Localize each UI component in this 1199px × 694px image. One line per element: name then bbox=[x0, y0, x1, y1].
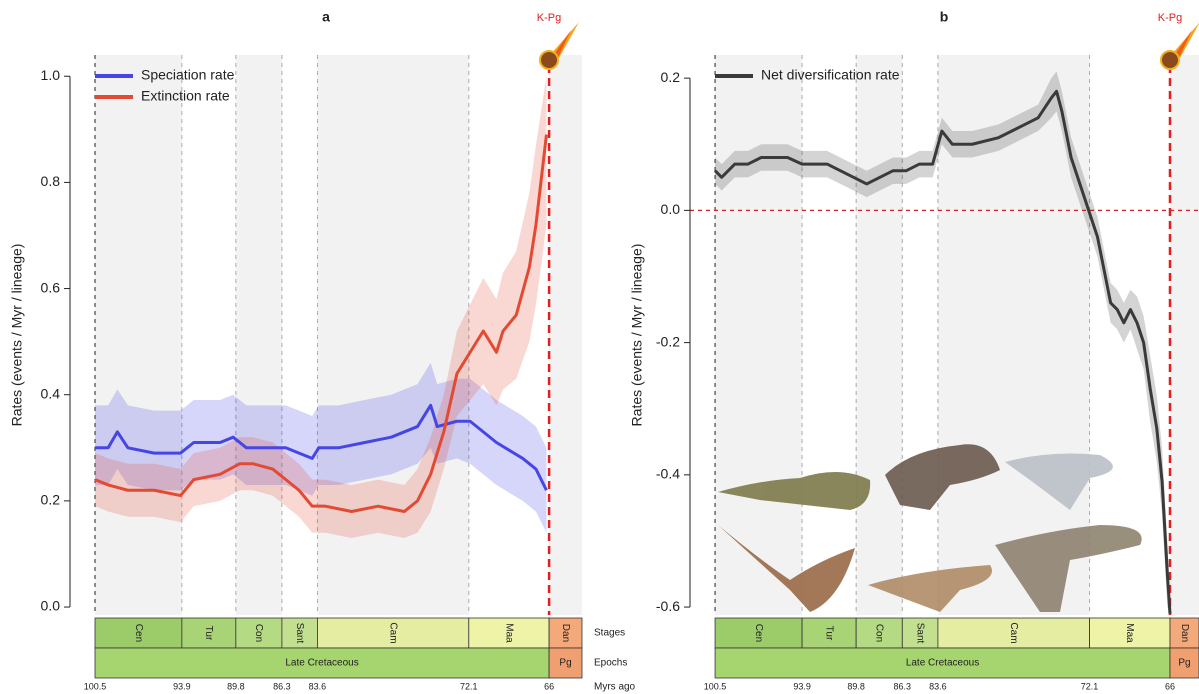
background-layer bbox=[94, 52, 1199, 615]
row-label: Epochs bbox=[594, 658, 627, 669]
stage-label: Dan bbox=[1179, 624, 1190, 642]
time-tick-label: 72.1 bbox=[1081, 681, 1099, 691]
legend-label: Net diversification rate bbox=[761, 67, 900, 83]
stage-label: Cam bbox=[387, 622, 398, 643]
epoch-label: Late Cretaceous bbox=[906, 658, 979, 669]
stage-box bbox=[801, 617, 857, 649]
stage-box bbox=[468, 617, 550, 649]
stage-label: Tur bbox=[823, 626, 834, 641]
stage-label: Cen bbox=[753, 624, 764, 642]
time-tick-label: 83.6 bbox=[929, 681, 947, 691]
stage-box bbox=[901, 617, 939, 649]
stage-box bbox=[855, 617, 903, 649]
time-tick-label: 93.9 bbox=[173, 681, 191, 691]
stage-label: Cam bbox=[1008, 622, 1019, 643]
y-tick-label: 0.4 bbox=[41, 385, 61, 401]
panel-title: a bbox=[322, 9, 330, 25]
epoch-box bbox=[548, 647, 583, 679]
y-tick-label: 0.0 bbox=[661, 201, 681, 217]
stage-band bbox=[715, 55, 803, 615]
epoch-box bbox=[94, 647, 550, 679]
row-label: Myrs ago bbox=[594, 682, 636, 693]
stage-box bbox=[281, 617, 318, 649]
y-tick-label: 0.0 bbox=[41, 598, 61, 614]
stage-box bbox=[181, 617, 237, 649]
legend-label: Extinction rate bbox=[141, 88, 230, 104]
series-line bbox=[94, 134, 548, 513]
panel-title: b bbox=[940, 9, 949, 25]
time-tick-label: 89.8 bbox=[227, 681, 245, 691]
stage-band bbox=[317, 55, 469, 615]
stage-box bbox=[1089, 617, 1171, 649]
series-line bbox=[95, 403, 548, 491]
epoch-box bbox=[714, 647, 1171, 679]
stage-box bbox=[548, 617, 583, 649]
y-tick-label: 0.2 bbox=[41, 492, 61, 508]
stage-box bbox=[1169, 617, 1199, 649]
stage-label: Dan bbox=[560, 624, 571, 642]
y-tick-label: 0.6 bbox=[41, 279, 61, 295]
time-tick-label: 100.5 bbox=[84, 681, 107, 691]
time-tick-label: 72.1 bbox=[460, 681, 478, 691]
confidence-band bbox=[95, 76, 547, 539]
kpg-annotation: K-Pg bbox=[1158, 12, 1182, 24]
time-tick-label: 86.3 bbox=[273, 681, 291, 691]
stage-box bbox=[235, 617, 283, 649]
stage-label: Tur bbox=[203, 626, 214, 641]
time-tick-label: 83.6 bbox=[309, 681, 327, 691]
time-tick-label: 86.3 bbox=[894, 681, 912, 691]
stage-box bbox=[714, 617, 803, 649]
y-tick-label: 1.0 bbox=[41, 67, 61, 83]
stage-box bbox=[937, 617, 1090, 649]
epoch-label: Late Cretaceous bbox=[285, 658, 358, 669]
time-tick-label: 66 bbox=[544, 681, 554, 691]
series-line bbox=[713, 89, 1172, 614]
stage-label: Sant bbox=[294, 623, 305, 644]
time-tick-label: 89.8 bbox=[847, 681, 865, 691]
main-layer: 0.0 0.2 0.4 0.6 0.8 1.0 Rates (events / Myr / … bbox=[9, 67, 1199, 693]
stage-band bbox=[235, 55, 282, 615]
time-tick-label: 66 bbox=[1165, 681, 1175, 691]
meteor-icon bbox=[1160, 23, 1199, 70]
y-tick-label: 0.8 bbox=[41, 173, 61, 189]
stage-band bbox=[549, 55, 582, 615]
stage-band bbox=[1169, 55, 1199, 615]
y-axis-label: Rates (events / Myr / lineage) bbox=[9, 244, 25, 427]
stage-box bbox=[94, 617, 183, 649]
stage-box bbox=[317, 617, 470, 649]
stage-label: Maa bbox=[1124, 623, 1135, 643]
stage-label: Maa bbox=[503, 623, 514, 643]
meteor-icon bbox=[539, 22, 579, 70]
y-tick-label: -0.6 bbox=[656, 598, 680, 614]
y-tick-label: 0.2 bbox=[661, 69, 681, 85]
kpg-annotation: K-Pg bbox=[537, 12, 561, 24]
epoch-box bbox=[1169, 647, 1199, 679]
stage-band bbox=[95, 55, 182, 615]
stage-band bbox=[856, 55, 903, 615]
epoch-label: Pg bbox=[1178, 658, 1190, 669]
stage-label: Sant bbox=[914, 623, 925, 644]
time-tick-label: 93.9 bbox=[793, 681, 811, 691]
y-tick-label: -0.4 bbox=[656, 466, 680, 482]
stage-label: Cen bbox=[133, 624, 144, 642]
dinosaur-illustrations bbox=[718, 444, 1142, 612]
legend-label: Speciation rate bbox=[141, 67, 235, 83]
stage-label: Con bbox=[253, 624, 264, 642]
y-axis-label: Rates (events / Myr / lineage) bbox=[629, 244, 645, 427]
stage-band bbox=[937, 55, 1090, 615]
time-tick-label: 100.5 bbox=[704, 681, 727, 691]
y-tick-label: -0.2 bbox=[656, 333, 680, 349]
row-label: Stages bbox=[594, 628, 625, 639]
stage-label: Con bbox=[874, 624, 885, 642]
epoch-label: Pg bbox=[559, 658, 571, 669]
